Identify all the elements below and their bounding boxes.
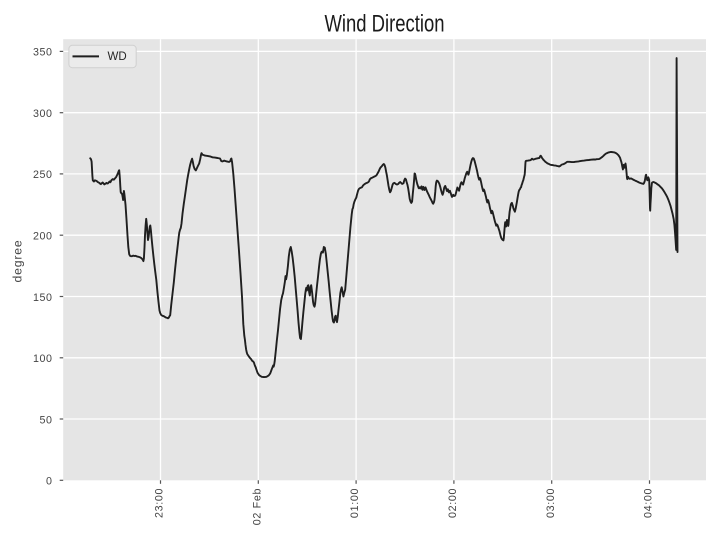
svg-text:200: 200 [33,231,52,243]
svg-text:50: 50 [40,414,53,426]
svg-text:03:00: 03:00 [545,488,557,518]
svg-text:02:00: 02:00 [447,488,459,518]
svg-text:04:00: 04:00 [643,488,655,518]
svg-text:0: 0 [46,476,53,488]
svg-text:250: 250 [33,169,52,181]
svg-text:23:00: 23:00 [154,488,166,518]
svg-text:350: 350 [33,47,52,59]
svg-text:150: 150 [33,292,52,304]
svg-text:02 Feb: 02 Feb [251,488,263,525]
svg-text:100: 100 [33,353,52,365]
svg-text:Wind Direction: Wind Direction [324,10,444,37]
svg-text:300: 300 [33,108,52,120]
svg-text:01:00: 01:00 [349,488,361,518]
svg-text:WD: WD [108,51,127,63]
svg-text:degree: degree [11,239,25,282]
